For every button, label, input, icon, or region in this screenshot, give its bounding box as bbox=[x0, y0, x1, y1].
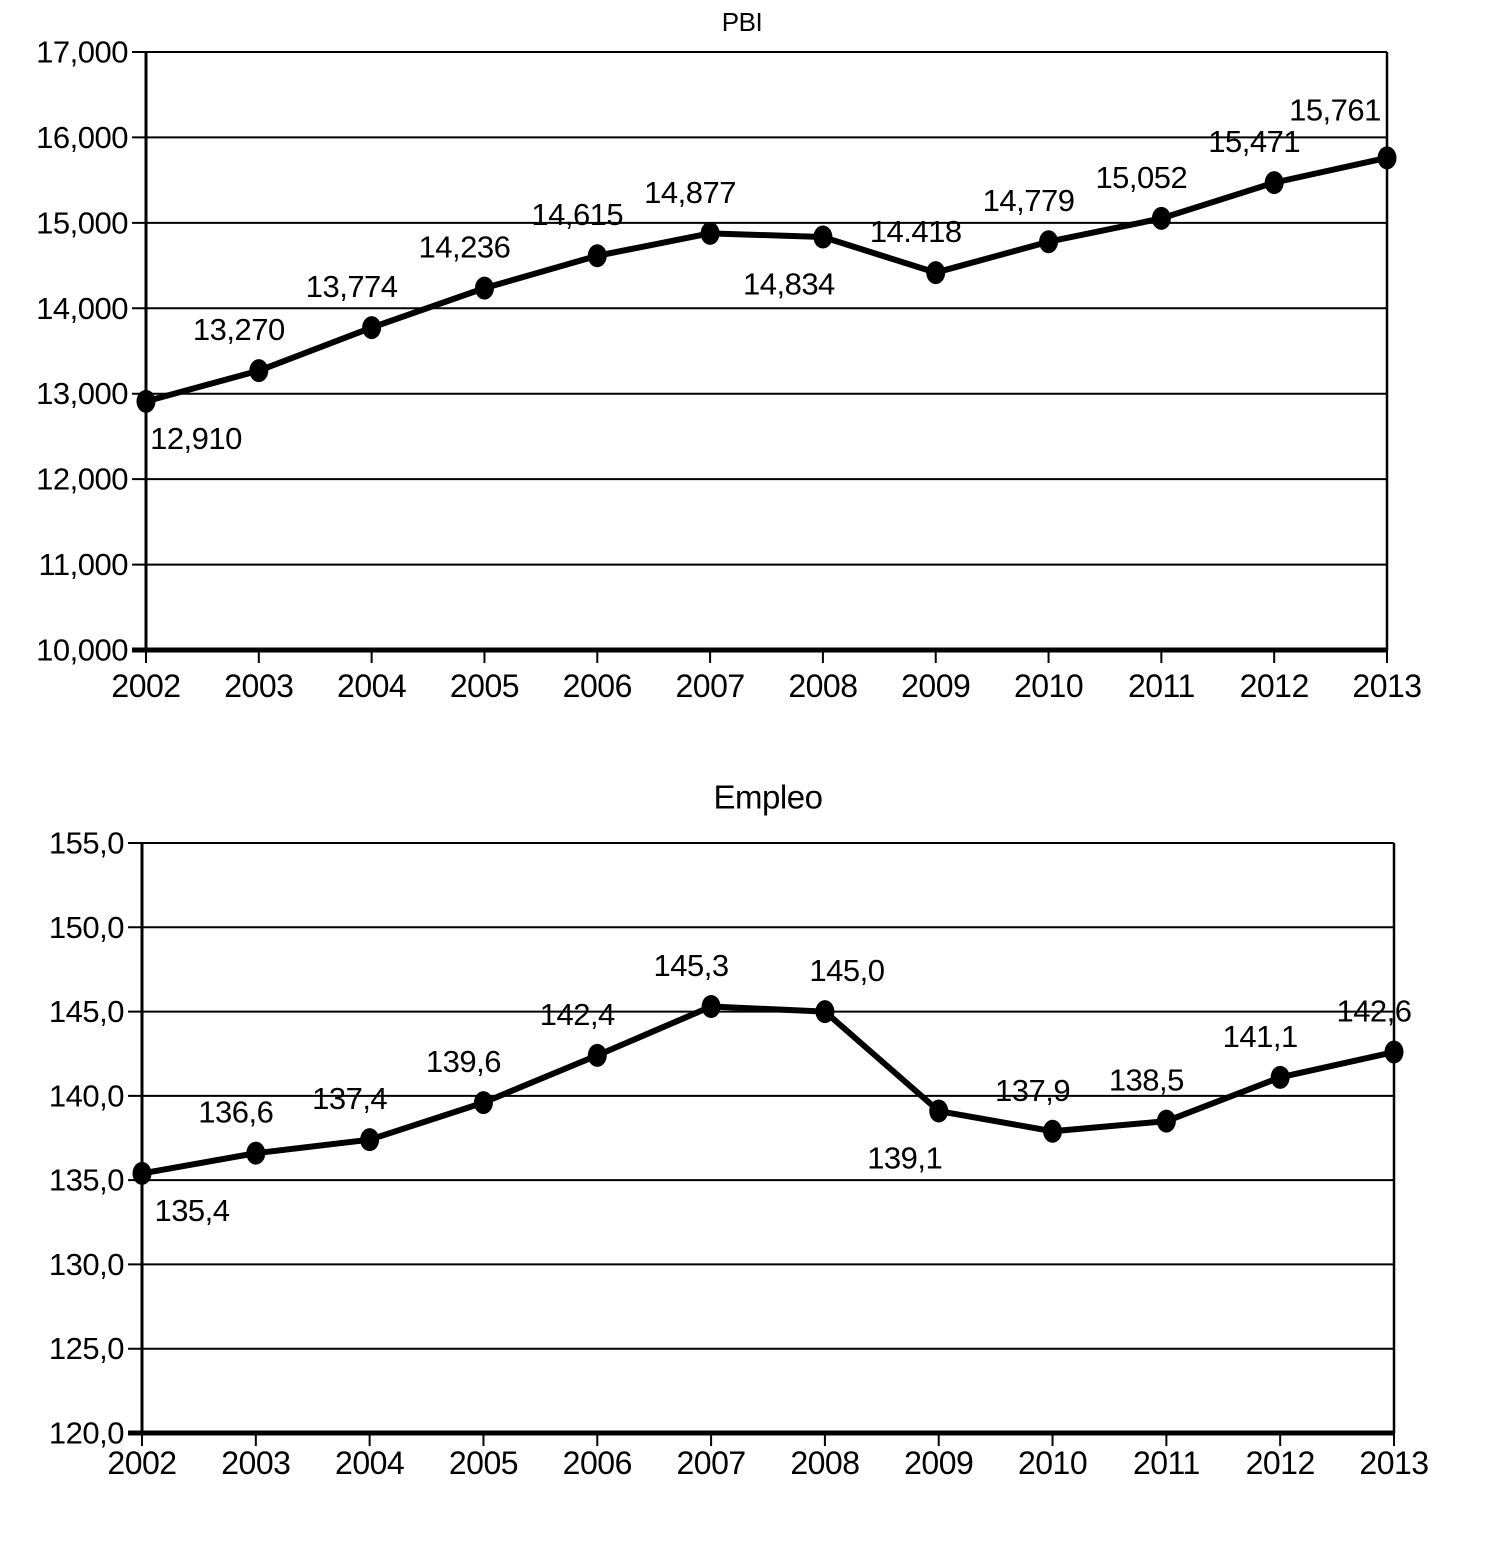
y-axis-label: 140,0 bbox=[49, 1078, 124, 1113]
data-point-label: 141,1 bbox=[1223, 1019, 1298, 1054]
x-axis-label: 2010 bbox=[1014, 668, 1083, 704]
y-axis-label: 135,0 bbox=[49, 1163, 124, 1198]
x-axis-label: 2008 bbox=[788, 668, 857, 704]
data-point bbox=[1264, 171, 1284, 195]
empleo-chart: Empleo 155,0 150,0 145,0 140,0 135,0 130,0 125… bbox=[49, 779, 1429, 1482]
data-point-label: 142,6 bbox=[1336, 994, 1411, 1029]
y-axis-label: 13,000 bbox=[36, 376, 128, 411]
data-point-label: 14,877 bbox=[644, 175, 736, 210]
data-point-label: 15,052 bbox=[1095, 160, 1187, 195]
x-axis-label: 2013 bbox=[1352, 668, 1421, 704]
data-point bbox=[701, 995, 721, 1019]
series-line bbox=[143, 154, 1390, 405]
pbi-chart: PBI 17,000 16,000 15,000 14,000 13,000 12,000… bbox=[36, 7, 1422, 705]
y-axis-label: 10,000 bbox=[36, 633, 128, 668]
data-point bbox=[587, 1043, 607, 1067]
data-point bbox=[362, 316, 382, 340]
x-axis-label: 2007 bbox=[676, 1445, 745, 1481]
x-axis-label: 2003 bbox=[221, 1445, 290, 1481]
x-axis-label: 2003 bbox=[224, 668, 293, 704]
data-point-label: 14,834 bbox=[743, 267, 835, 302]
data-point bbox=[926, 261, 946, 285]
x-axis-label: 2011 bbox=[1133, 1445, 1200, 1481]
data-point bbox=[1151, 206, 1171, 230]
data-point-label: 12,910 bbox=[150, 421, 242, 456]
data-point bbox=[1384, 1040, 1404, 1064]
pbi-plot: 17,000 16,000 15,000 14,000 13,000 12,000 11,0… bbox=[36, 35, 1422, 705]
x-axis-label: 2002 bbox=[107, 1445, 176, 1481]
data-point bbox=[246, 1141, 266, 1165]
data-point bbox=[474, 276, 494, 300]
y-axis-label: 145,0 bbox=[49, 994, 124, 1029]
data-point-label: 142,4 bbox=[540, 997, 615, 1032]
data-point-label: 13,270 bbox=[193, 312, 285, 347]
data-point-label: 139,1 bbox=[867, 1141, 942, 1176]
data-point-label: 136,6 bbox=[198, 1095, 273, 1130]
x-axis-label: 2010 bbox=[1018, 1445, 1087, 1481]
x-axis-label: 2011 bbox=[1128, 668, 1195, 704]
x-axis-label: 2006 bbox=[563, 668, 632, 704]
y-axis-label: 125,0 bbox=[49, 1331, 124, 1366]
chart-title-empleo: Empleo bbox=[714, 779, 823, 816]
x-axis-label: 2004 bbox=[335, 1445, 404, 1481]
data-point bbox=[813, 225, 833, 249]
data-point bbox=[1377, 146, 1397, 170]
y-axis-label: 16,000 bbox=[36, 120, 128, 155]
x-axis-label: 2005 bbox=[450, 668, 519, 704]
y-axis-label: 130,0 bbox=[49, 1247, 124, 1282]
data-point-label: 145,3 bbox=[654, 948, 729, 983]
y-axis-label: 11,000 bbox=[38, 547, 128, 582]
y-axis-label: 155,0 bbox=[49, 826, 124, 861]
data-point bbox=[132, 1161, 152, 1185]
x-axis-label: 2008 bbox=[790, 1445, 859, 1481]
data-point bbox=[136, 389, 156, 413]
y-axis-label: 120,0 bbox=[49, 1416, 124, 1451]
data-point bbox=[587, 244, 607, 268]
data-point bbox=[700, 221, 720, 245]
data-point-label: 135,4 bbox=[154, 1193, 229, 1228]
x-axis-label: 2009 bbox=[901, 668, 970, 704]
data-point-label: 14.418 bbox=[870, 214, 962, 249]
empleo-plot: 155,0 150,0 145,0 140,0 135,0 130,0 125,0 120,0… bbox=[49, 826, 1429, 1482]
y-axis-label: 15,000 bbox=[36, 205, 128, 240]
data-point-label: 138,5 bbox=[1109, 1063, 1184, 1098]
data-point bbox=[473, 1091, 493, 1115]
data-point-label: 14,236 bbox=[419, 230, 511, 265]
data-point bbox=[1156, 1109, 1176, 1133]
data-point-label: 15,471 bbox=[1208, 124, 1300, 159]
data-point bbox=[1043, 1119, 1063, 1143]
x-axis-label: 2005 bbox=[449, 1445, 518, 1481]
data-point-label: 137,9 bbox=[995, 1073, 1070, 1108]
data-point bbox=[929, 1099, 949, 1123]
series-line bbox=[139, 1003, 1397, 1177]
x-axis-label: 2002 bbox=[111, 668, 180, 704]
data-point-label: 137,4 bbox=[312, 1081, 387, 1116]
data-point bbox=[360, 1128, 380, 1152]
x-axis-label: 2007 bbox=[675, 668, 744, 704]
x-axis-label: 2012 bbox=[1240, 668, 1309, 704]
x-axis-label: 2006 bbox=[563, 1445, 632, 1481]
y-axis-label: 17,000 bbox=[36, 35, 128, 70]
data-point-label: 13,774 bbox=[306, 269, 398, 304]
x-axis-label: 2013 bbox=[1359, 1445, 1428, 1481]
y-axis-label: 14,000 bbox=[36, 291, 128, 326]
y-axis-label: 12,000 bbox=[36, 462, 128, 497]
data-point bbox=[1039, 230, 1059, 254]
data-point-label: 145,0 bbox=[809, 953, 884, 988]
chart-title-pbi: PBI bbox=[722, 7, 762, 37]
data-point-label: 139,6 bbox=[426, 1044, 501, 1079]
x-axis-label: 2012 bbox=[1246, 1445, 1315, 1481]
data-point-label: 14,779 bbox=[983, 183, 1075, 218]
data-point bbox=[249, 359, 269, 383]
x-axis-label: 2004 bbox=[337, 668, 406, 704]
data-point-label: 15,761 bbox=[1289, 92, 1381, 127]
data-point bbox=[815, 1000, 835, 1024]
y-axis-label: 150,0 bbox=[49, 910, 124, 945]
x-axis-label: 2009 bbox=[904, 1445, 973, 1481]
data-point-label: 14,615 bbox=[531, 197, 623, 232]
data-point bbox=[1270, 1065, 1290, 1089]
